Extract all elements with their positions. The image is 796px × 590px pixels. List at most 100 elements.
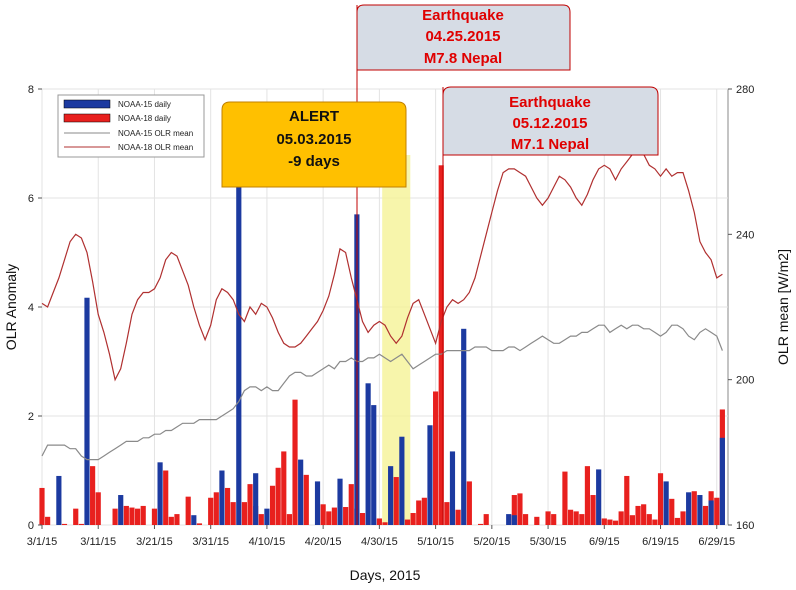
bar-noaa-18-daily [393,477,399,525]
bar-noaa-15-daily [719,437,725,525]
bar-noaa-18-daily [702,505,709,525]
bar-noaa-15-daily [697,495,703,525]
x-tick-label: 6/29/15 [698,536,735,548]
x-tick-label: 6/19/15 [642,536,679,548]
bar-noaa-18-daily [95,492,101,525]
y-left-tick-label: 8 [28,84,34,96]
bar-noaa-18-daily [483,514,489,525]
bar-noaa-18-daily [421,497,427,525]
bar-noaa-18-daily [247,484,253,525]
y-axis-title-right: OLR mean [W/m2] [775,249,791,365]
bars [39,165,725,526]
bar-noaa-18-daily [45,516,51,525]
bar-noaa-18-daily [151,508,158,525]
bar-noaa-18-daily [410,513,416,525]
bar-noaa-15-daily [84,297,90,525]
x-tick-label: 4/20/15 [305,536,342,548]
bar-noaa-15-daily [427,425,433,525]
bar-noaa-18-daily [607,519,613,525]
bar-noaa-18-daily [629,515,635,525]
bar-noaa-18-daily [404,519,411,525]
earthquake-2-title: Earthquake [509,94,591,111]
alert-days: -9 days [288,153,340,170]
bar-noaa-18-daily [73,508,79,525]
bar-noaa-18-daily [258,514,264,525]
x-tick-label: 4/30/15 [361,536,398,548]
alert-title: ALERT [289,108,339,125]
bar-noaa-18-daily [517,493,523,525]
bar-noaa-18-daily [359,513,366,525]
bar-noaa-18-daily [601,518,607,525]
y-right-tick-label: 240 [736,229,754,241]
bar-noaa-18-daily [135,508,141,525]
bar-noaa-18-daily [168,516,174,525]
x-tick-label: 5/30/15 [530,536,567,548]
axes: 3/1/15 3/11/15 3/21/15 3/31/15 4/10/15 4/20/1… [27,84,755,548]
bar-noaa-18-daily [348,484,354,525]
y-left-tick-label: 4 [28,302,34,314]
bar-noaa-18-daily [674,517,680,525]
bar-noaa-15-daily [388,466,394,525]
bar-noaa-18-daily [534,516,540,525]
bar-noaa-18-daily [112,508,118,525]
y-right-tick-label: 160 [736,520,754,532]
earthquake-1-date: 04.25.2015 [425,28,500,45]
bar-noaa-18-daily [123,505,129,525]
legend-label-noaa15-mean: NOAA-15 OLR mean [118,129,193,138]
bar-noaa-18-daily [224,487,231,525]
bar-noaa-15-daily [298,459,304,525]
alert-box [221,101,407,188]
bar-noaa-18-daily [478,523,484,525]
bar-noaa-15-daily [708,500,714,525]
y-right-tick-label: 200 [736,375,754,387]
bar-noaa-18-daily [269,485,276,525]
bar-noaa-18-daily [691,491,697,525]
bar-noaa-18-daily [573,511,579,525]
earthquake-2-date: 05.12.2015 [512,115,587,132]
bar-noaa-18-daily [635,505,641,525]
x-tick-label: 3/31/15 [192,536,229,548]
bar-noaa-15-daily [264,508,270,525]
bar-noaa-18-daily [590,495,596,525]
bar-noaa-18-daily [163,470,169,525]
legend-swatch-noaa15-daily [63,99,111,109]
bar-noaa-15-daily [506,514,512,525]
bar-noaa-15-daily [449,451,456,525]
bar-noaa-18-daily [208,497,214,525]
bar-noaa-18-daily [292,399,298,525]
earthquake-2-box [442,86,659,156]
earthquake-callout-1: Earthquake 04.25.2015 M7.8 Nepal [356,4,571,525]
bar-noaa-18-daily [545,511,551,525]
bar-noaa-18-daily [241,502,248,525]
bar-noaa-18-daily [303,474,309,525]
earthquake-1-magnitude: M7.8 Nepal [424,50,502,67]
highlight-band [382,155,411,525]
bar-noaa-18-daily [680,511,686,525]
bar-noaa-18-daily [230,502,236,525]
earthquake-2-magnitude: M7.1 Nepal [511,136,589,153]
bar-noaa-18-daily [567,509,574,525]
legend: NOAA-15 daily NOAA-18 daily NOAA-15 OLR … [57,94,205,158]
bar-noaa-18-daily [641,504,647,525]
bar-noaa-18-daily [39,487,45,525]
line-noaa-18-olr-mean [41,153,723,382]
legend-label-noaa18-mean: NOAA-18 OLR mean [118,143,193,152]
bar-noaa-18-daily [579,514,585,525]
bar-noaa-15-daily [219,470,225,525]
bar-noaa-18-daily [444,502,450,525]
earthquake-1-box [356,4,571,71]
bar-noaa-18-daily [416,500,422,525]
line-noaa-15-olr-mean [41,324,723,461]
bar-noaa-18-daily [376,518,382,525]
bar-noaa-18-daily [551,514,557,525]
bar-noaa-18-daily [433,391,439,525]
x-axis-title: Days, 2015 [350,567,421,583]
y-right-tick-label: 280 [736,84,754,96]
bar-noaa-18-daily [185,496,191,525]
bar-noaa-15-daily [191,515,197,525]
bar-noaa-15-daily [253,473,259,525]
y-left-tick-label: 2 [28,411,34,423]
bar-noaa-18-daily [281,451,287,525]
bar-noaa-18-daily [618,511,624,525]
y-left-tick-label: 0 [28,520,34,532]
